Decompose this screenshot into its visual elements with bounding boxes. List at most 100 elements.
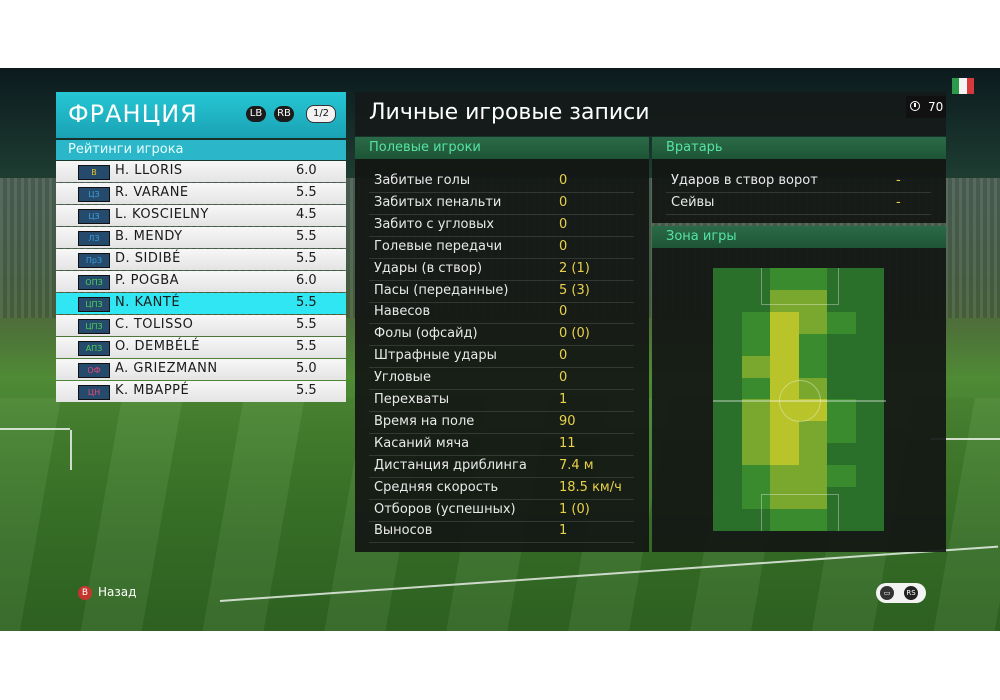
stat-label: Время на поле xyxy=(374,413,475,429)
player-row[interactable]: ЦПЗ C. TOLISSO 5.5 xyxy=(56,315,346,336)
stat-row: Навесов 0 xyxy=(369,302,634,325)
heatmap-cell xyxy=(798,421,827,444)
heatmap-cell xyxy=(855,509,884,531)
player-name: D. SIDIBÉ xyxy=(115,251,181,266)
heatmap-cell xyxy=(713,487,742,510)
player-row[interactable]: ОПЗ P. POGBA 6.0 xyxy=(56,271,346,292)
position-badge: АПЗ xyxy=(78,341,110,356)
gk-stat-value: - xyxy=(896,173,901,188)
heatmap-cell xyxy=(855,377,884,400)
rs-button-icon[interactable]: RS xyxy=(904,586,918,600)
player-row[interactable]: ПрЗ D. SIDIBÉ 5.5 xyxy=(56,249,346,270)
stat-label: Пасы (переданные) xyxy=(374,282,509,298)
position-badge: ЦЗ xyxy=(78,187,110,202)
stat-row: Время на поле 90 xyxy=(369,412,634,434)
stat-value: 0 xyxy=(559,216,568,232)
heatmap-cell xyxy=(827,421,856,444)
stat-row: Забито с угловых 0 xyxy=(369,215,634,237)
stat-value: 0 xyxy=(559,238,568,254)
player-row[interactable]: ЦЗ R. VARANE 5.5 xyxy=(56,183,346,204)
position-badge: ОПЗ xyxy=(78,275,110,290)
back-button[interactable]: B Назад xyxy=(78,585,136,600)
player-row[interactable]: В H. LLORIS 6.0 xyxy=(56,161,346,182)
heatmap-cell xyxy=(798,289,827,312)
heatmap-cell xyxy=(713,465,742,488)
heatmap-cell xyxy=(713,289,742,312)
position-badge: В xyxy=(78,165,110,180)
player-row[interactable]: ОФ A. GRIEZMANN 5.0 xyxy=(56,359,346,380)
stat-label: Забитые голы xyxy=(374,173,471,188)
controller-hints: ▭ RS xyxy=(876,583,926,603)
player-name: P. POGBA xyxy=(115,273,180,288)
heatmap-cell xyxy=(770,487,799,510)
heatmap-cell xyxy=(827,509,856,531)
stat-row: Средняя скорость 18.5 км/ч xyxy=(369,478,634,500)
stat-row: Касаний мяча 11 xyxy=(369,434,634,456)
heatmap-cell xyxy=(770,421,799,444)
player-name: L. KOSCIELNY xyxy=(115,207,209,222)
player-row[interactable]: ЦПЗ N. KANTÉ 5.5 xyxy=(56,293,346,314)
heatmap-cell xyxy=(741,289,770,312)
lb-button-icon[interactable]: LB xyxy=(246,106,266,122)
stat-value: 0 xyxy=(559,304,568,320)
field-players-header: Полевые игроки xyxy=(355,137,649,159)
heatmap-cell xyxy=(741,487,770,510)
stat-label: Угловые xyxy=(374,370,431,386)
team-name: ФРАНЦИЯ xyxy=(68,100,198,128)
player-name: B. MENDY xyxy=(115,229,183,244)
stat-value: 0 xyxy=(559,370,568,386)
stat-row: Пасы (переданные) 5 (3) xyxy=(369,281,634,303)
pitch-line xyxy=(930,438,1000,440)
player-rating: 5.5 xyxy=(296,251,317,266)
heatmap-cell xyxy=(798,268,827,290)
stat-label: Отборов (успешных) xyxy=(374,501,516,517)
stat-label: Забито с угловых xyxy=(374,216,495,232)
stat-label: Перехваты xyxy=(374,392,450,407)
heatmap-cell xyxy=(713,443,742,466)
player-rating: 5.5 xyxy=(296,317,317,332)
page-indicator: 1/2 xyxy=(306,105,336,123)
player-rating: 6.0 xyxy=(296,163,317,178)
player-row[interactable]: АПЗ O. DEMBÉLÉ 5.5 xyxy=(56,337,346,358)
player-row[interactable]: ЦН K. MBAPPÉ 5.5 xyxy=(56,381,346,402)
player-name: K. MBAPPÉ xyxy=(115,383,190,398)
player-rating: 5.5 xyxy=(296,339,317,354)
italy-flag-icon xyxy=(952,78,974,94)
stat-value: 7.4 м xyxy=(559,457,594,473)
heatmap-cell xyxy=(770,289,799,312)
heatmap-cell xyxy=(713,399,742,422)
team-header: ФРАНЦИЯ LB RB 1/2 xyxy=(56,92,346,138)
heatmap-cell xyxy=(713,268,742,290)
heatmap-cell xyxy=(741,465,770,488)
stat-label: Штрафные удары xyxy=(374,348,497,364)
back-label: Назад xyxy=(98,585,137,599)
player-rating: 5.5 xyxy=(296,229,317,244)
rb-button-icon[interactable]: RB xyxy=(274,106,294,122)
chat-icon[interactable]: ▭ xyxy=(880,586,894,600)
heatmap-cell xyxy=(827,311,856,334)
heatmap-cell xyxy=(798,355,827,378)
heatmap-cell xyxy=(798,487,827,510)
stat-row: Забитых пенальти 0 xyxy=(369,193,634,215)
player-row[interactable]: ЛЗ B. MENDY 5.5 xyxy=(56,227,346,248)
stat-value: 0 xyxy=(559,348,568,364)
player-rating: 5.5 xyxy=(296,383,317,398)
player-rating: 4.5 xyxy=(296,207,317,222)
goalkeeper-header: Вратарь xyxy=(652,137,946,159)
player-row[interactable]: ЦЗ L. KOSCIELNY 4.5 xyxy=(56,205,346,226)
heatmap-cell xyxy=(770,311,799,334)
page-title: Личные игровые записи xyxy=(369,100,650,125)
pitch-line xyxy=(0,428,70,430)
heatmap-cell xyxy=(855,421,884,444)
player-name: H. LLORIS xyxy=(115,163,183,178)
stat-value: 18.5 км/ч xyxy=(559,479,622,495)
position-badge: ЦПЗ xyxy=(78,319,110,334)
stat-row: Удары (в створ) 2 (1) xyxy=(369,259,634,281)
heatmap-cell xyxy=(741,421,770,444)
player-rating: 5.5 xyxy=(296,295,317,310)
position-badge: ПрЗ xyxy=(78,253,110,268)
match-timer: 70 xyxy=(906,96,946,118)
team-panel: ФРАНЦИЯ LB RB 1/2 Рейтинги игрока В H. LL… xyxy=(56,92,346,402)
stat-row: Голевые передачи 0 xyxy=(369,237,634,259)
stat-value: 0 (0) xyxy=(559,326,590,342)
